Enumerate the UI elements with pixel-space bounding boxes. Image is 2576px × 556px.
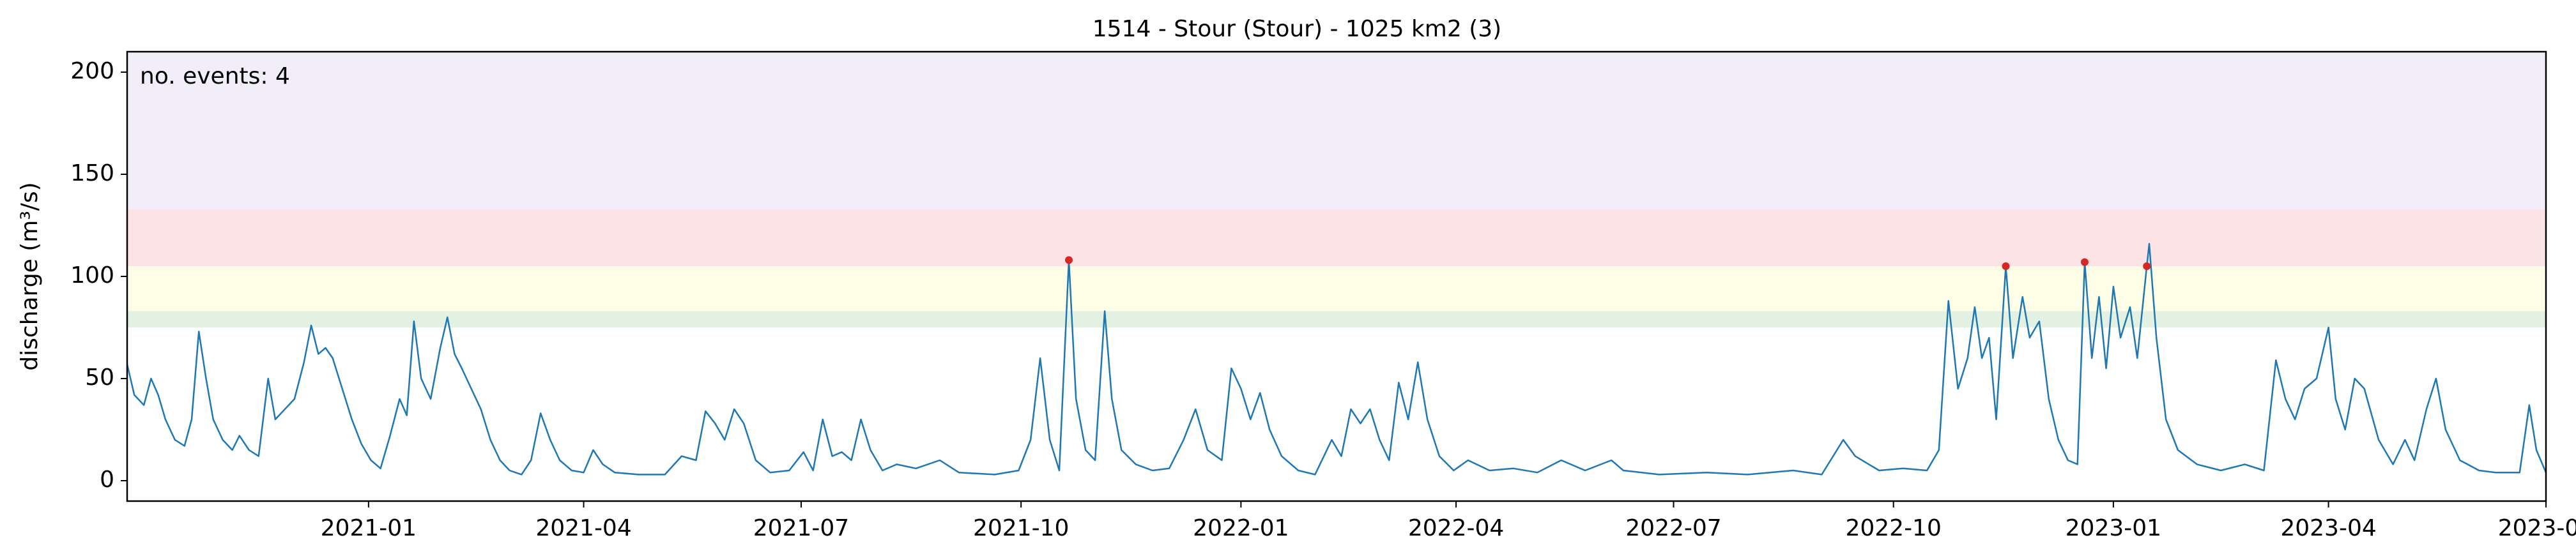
chart-title: 1514 - Stour (Stour) - 1025 km2 (3) — [1092, 16, 1501, 42]
event-point — [2002, 262, 2010, 270]
y-tick-label: 100 — [70, 262, 114, 289]
y-axis-label: discharge (m³/s) — [17, 182, 43, 370]
threshold-band — [127, 311, 2546, 327]
y-tick-label: 0 — [100, 467, 114, 493]
y-tick-label: 200 — [70, 58, 114, 84]
y-tick-label: 50 — [85, 364, 114, 391]
threshold-band — [127, 52, 2546, 209]
x-tick-label: 2023-04 — [2280, 515, 2376, 541]
threshold-band — [127, 209, 2546, 266]
annotation: no. events: 4 — [140, 63, 290, 89]
threshold-band — [127, 266, 2546, 312]
y-tick-label: 150 — [70, 160, 114, 186]
discharge-line — [126, 243, 2547, 476]
x-tick-label: 2023-01 — [2066, 515, 2161, 541]
x-tick-label: 2022-01 — [1193, 515, 1289, 541]
event-point — [2080, 258, 2089, 266]
x-tick-label: 2022-10 — [1845, 515, 1941, 541]
x-tick-label: 2022-04 — [1408, 515, 1504, 541]
plot-frame — [126, 50, 2547, 502]
x-tick-label: 2021-04 — [535, 515, 631, 541]
event-point — [2143, 262, 2151, 270]
x-tick-label: 2022-07 — [1625, 515, 1721, 541]
x-tick-label: 2021-07 — [753, 515, 849, 541]
x-tick-label: 2021-10 — [973, 515, 1069, 541]
x-tick-label: 2023-07 — [2498, 515, 2576, 541]
event-point — [1064, 256, 1073, 264]
x-tick-label: 2021-01 — [321, 515, 417, 541]
